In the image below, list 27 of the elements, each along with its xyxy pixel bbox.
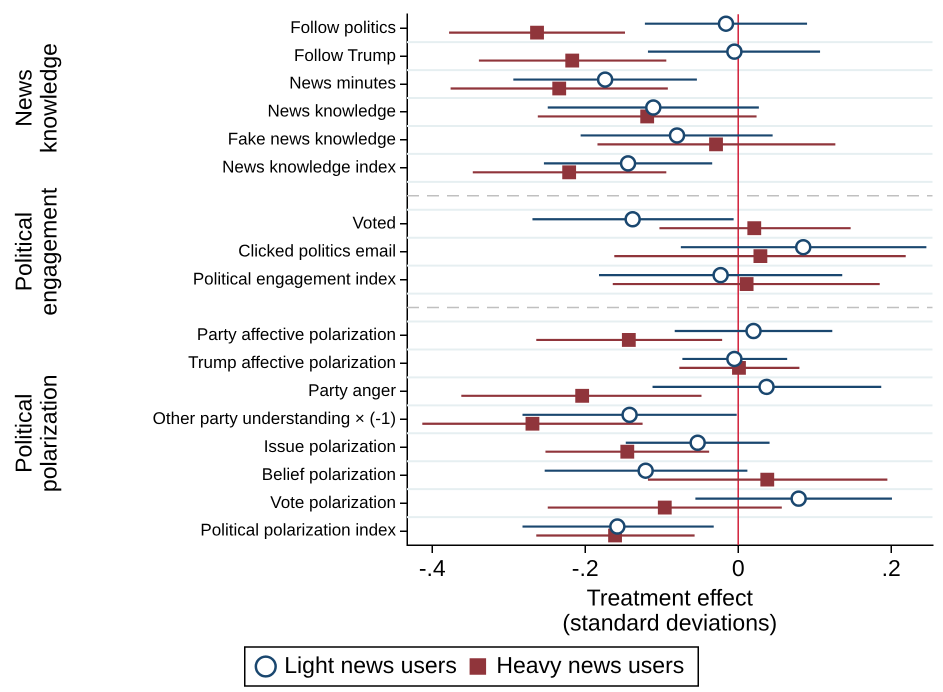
y-tick-label: Party affective polarization [196, 325, 396, 344]
y-tick-label: Follow politics [290, 18, 396, 37]
y-tick-label: Belief polarization [262, 464, 396, 484]
y-tick-label: News knowledge [267, 102, 396, 121]
y-tick-label: Trump affective polarization [188, 353, 396, 372]
y-tick-label: News knowledge index [222, 158, 396, 177]
y-tick-label: Clicked politics email [238, 241, 396, 260]
y-tick-label: Vote polarization [270, 492, 396, 512]
y-tick-label: Issue polarization [264, 436, 396, 456]
x-tick-label: -.4 [418, 555, 446, 582]
y-tick-label: Voted [352, 213, 396, 232]
text: Political polarization [10, 374, 62, 492]
y-tick-label: Follow Trump [294, 46, 396, 65]
y-tick-label: Political polarization index [200, 520, 396, 540]
x-axis-title: Treatment effect (standard deviations) [562, 584, 778, 636]
y-tick-label: Fake news knowledge [228, 130, 396, 149]
y-tick-label: Party anger [308, 381, 396, 400]
legend-label: Heavy news users [496, 652, 684, 678]
text: Political engagement [10, 187, 62, 316]
x-tick-label: -.2 [572, 555, 599, 582]
y-tick-label: News minutes [289, 74, 396, 93]
y-tick-label: Political engagement index [192, 269, 396, 288]
x-tick-label: 0 [732, 555, 745, 582]
x-tick-label: .2 [882, 555, 901, 582]
text: News knowledge [10, 43, 62, 153]
y-tick-label: Other party understanding × (-1) [152, 408, 396, 428]
legend-label: Light news users [284, 652, 457, 678]
